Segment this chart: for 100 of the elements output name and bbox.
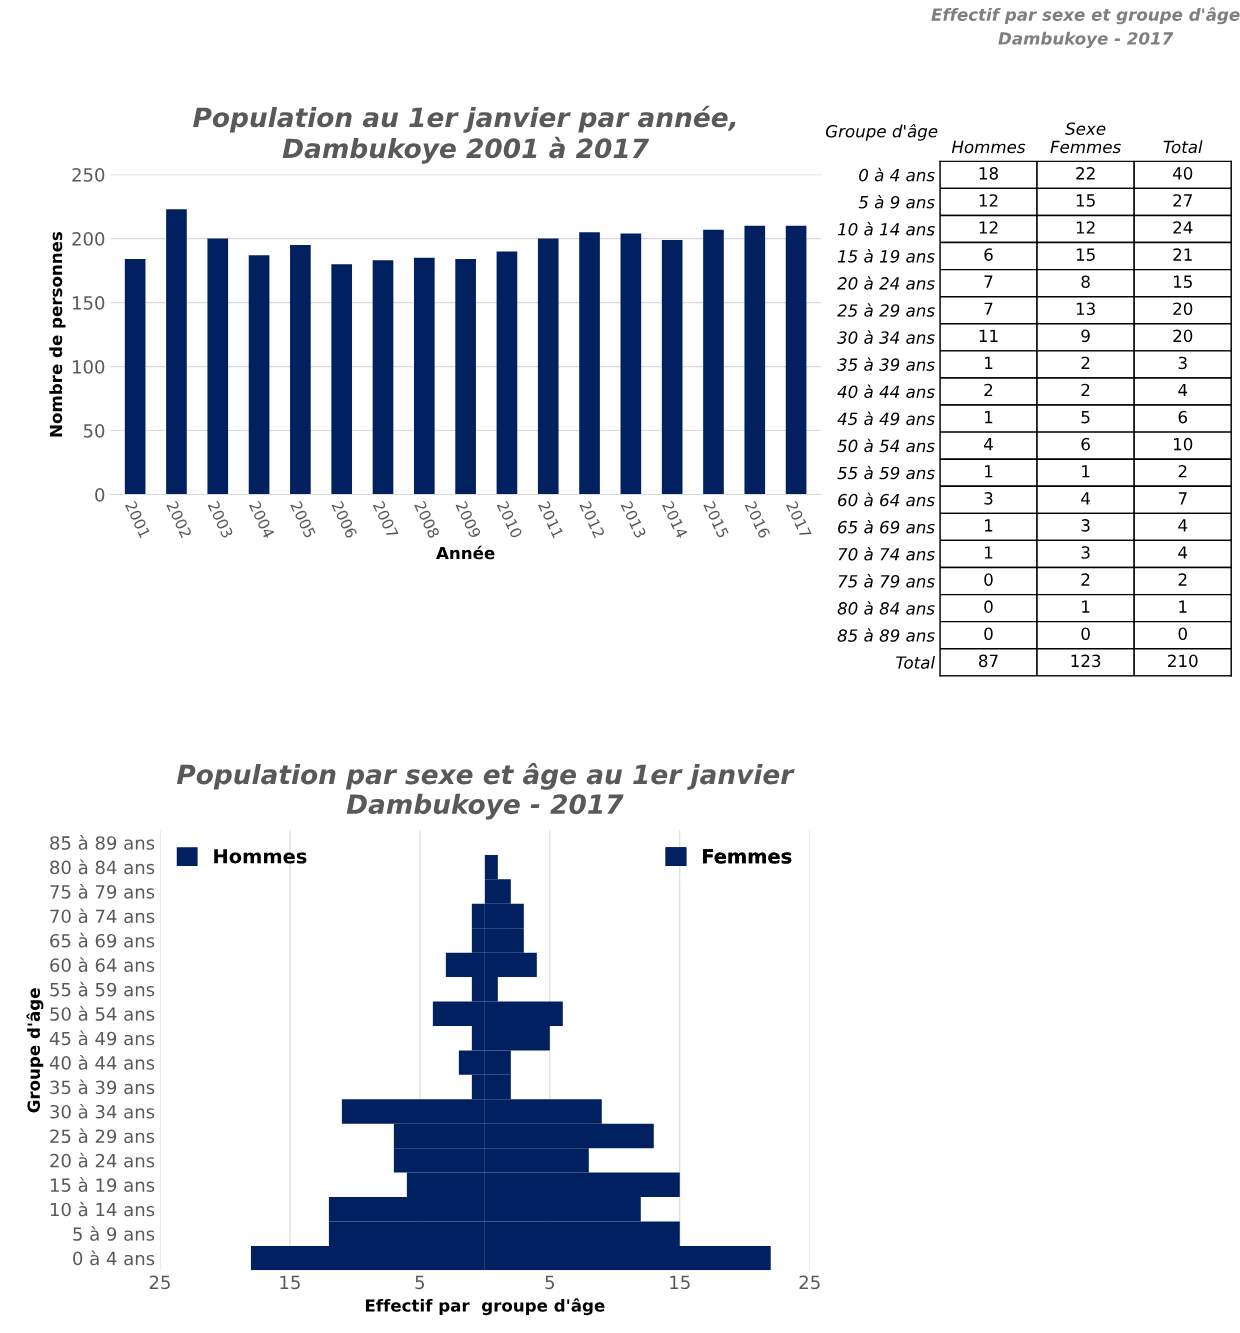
x-tick-label: 2008: [414, 500, 441, 539]
y-tick-label: 45 à 49 ans: [837, 411, 935, 426]
bar: [372, 260, 394, 495]
y-tick-label: 0: [95, 488, 105, 502]
bar: [579, 232, 600, 495]
y-tick-label: 80 à 84 ans: [50, 859, 155, 875]
y-tick-label: 60 à 64 ans: [50, 957, 155, 972]
chart-title: Effectif par sexe et groupe d'âge: [931, 7, 1240, 25]
y-tick-label: 85 à 89 ans: [50, 835, 155, 850]
y-tick-label: 0 à 4 ans: [73, 1250, 155, 1266]
data-label: 7: [984, 275, 993, 288]
y-tick-label: 10 à 14 ans: [50, 1201, 155, 1217]
data-label: 2: [1081, 383, 1090, 397]
x-tick-label: 2012: [579, 500, 606, 539]
bar: [166, 209, 187, 495]
data-label: 2: [1178, 573, 1187, 586]
y-tick-label: 250: [72, 168, 105, 182]
y-tick-label: 65 à 69 ans: [50, 932, 155, 948]
data-label: 7: [1178, 492, 1187, 505]
data-label: 12: [979, 221, 998, 234]
y-tick-label: 75 à 79 ans: [50, 883, 155, 899]
x-tick-label: 15: [670, 1275, 690, 1290]
data-label: 3: [1081, 519, 1090, 532]
data-label: 40: [1172, 167, 1193, 180]
y-tick-label: 5 à 9 ans: [73, 1226, 155, 1241]
x-axis-title: Année: [436, 545, 495, 560]
data-label: 8: [1081, 275, 1090, 288]
x-tick-label: 2003: [207, 500, 234, 539]
data-label: 6: [984, 248, 993, 261]
data-label: 5: [1081, 411, 1090, 424]
data-label: 24: [1173, 221, 1193, 234]
y-tick-label: 75 à 79 ans: [838, 574, 935, 588]
y-tick-label: 35 à 39 ans: [50, 1079, 155, 1095]
x-tick-label: Hommes: [951, 140, 1026, 154]
bar: [661, 239, 683, 495]
data-label: 11: [979, 329, 998, 342]
y-tick-label: 15 à 19 ans: [837, 249, 935, 263]
y-tick-label: 60 à 64 ans: [838, 492, 935, 507]
data-label: 1: [985, 411, 993, 424]
data-label: 2: [1081, 573, 1090, 586]
data-label: 1: [985, 546, 993, 559]
legend-label: Femmes: [703, 849, 792, 864]
y-tick-label: 50: [83, 424, 105, 438]
y-tick-label: 100: [73, 360, 105, 374]
data-label: 15: [1076, 248, 1095, 261]
chart-title: Population par sexe et âge au 1er janvier Dambukoye - 2017: [176, 762, 795, 820]
y-tick-label: 65 à 69 ans: [838, 519, 935, 534]
data-label: 0: [1081, 627, 1090, 641]
bar: [496, 251, 518, 495]
y-tick-label: 0 à 4 ans: [859, 167, 935, 182]
data-label: 1: [985, 356, 993, 369]
y-tick-label: 85 à 89 ans: [837, 628, 935, 642]
x-tick-label: 2014: [661, 500, 688, 539]
data-label: 4: [1178, 546, 1188, 559]
x-axis-title: Effectif par groupe d'âge: [365, 1298, 605, 1316]
x-tick-label: 2002: [166, 500, 192, 539]
x-tick-label: 2009: [455, 500, 482, 539]
chart-subtitle: Dambukoye - 2017: [998, 31, 1174, 49]
data-label: 2: [1081, 356, 1090, 369]
y-tick-label: 50 à 54 ans: [50, 1006, 155, 1021]
x-tick-label: 25: [149, 1275, 170, 1290]
y-tick-label: 15 à 19 ans: [50, 1177, 155, 1192]
bar: [248, 255, 270, 495]
data-label: 1: [985, 465, 993, 478]
data-label: 4: [1178, 519, 1188, 532]
x-tick-label: 2011: [537, 500, 564, 539]
y-axis-title: Nombre de personnes: [49, 231, 66, 437]
data-label: 0: [984, 573, 993, 586]
y-tick-label: 40 à 44 ans: [49, 1055, 155, 1070]
data-label: 9: [1081, 329, 1090, 343]
bar: [207, 238, 229, 495]
data-label: 0: [984, 600, 993, 613]
data-label: 2: [984, 383, 993, 397]
y-tick-label: 5 à 9 ans: [858, 194, 935, 209]
data-label: 3: [1081, 546, 1090, 559]
y-tick-label: 35 à 39 ans: [837, 357, 935, 371]
x-tick-label: 5: [415, 1275, 425, 1290]
bar: [413, 257, 435, 495]
data-label: 3: [1178, 356, 1187, 370]
x-tick-label: 5: [545, 1275, 554, 1290]
y-tick-label: 25 à 29 ans: [837, 303, 935, 317]
y-tick-label: 30 à 34 ans: [837, 330, 935, 344]
data-label: 2: [1178, 464, 1187, 478]
y-tick-label: 10 à 14 ans: [837, 222, 935, 236]
y-tick-label: 40 à 44 ans: [837, 384, 935, 399]
data-label: 0: [984, 627, 993, 641]
data-label: 15: [1076, 194, 1095, 207]
data-label: 3: [984, 492, 993, 505]
y-tick-label: 150: [73, 296, 105, 310]
legend-label: Hommes: [214, 849, 307, 864]
x-tick-label: 2001: [124, 500, 151, 539]
data-label: 6: [1081, 437, 1090, 451]
data-label: 18: [979, 167, 998, 180]
bar: [537, 238, 559, 495]
bar: [290, 245, 311, 495]
data-label: 27: [1173, 194, 1192, 207]
y-tick-label: 55 à 59 ans: [837, 465, 935, 480]
y-tick-label: 30 à 34 ans: [50, 1103, 155, 1119]
y-tick-label: 50 à 54 ans: [837, 438, 935, 453]
x-tick-label: 2004: [248, 500, 275, 539]
